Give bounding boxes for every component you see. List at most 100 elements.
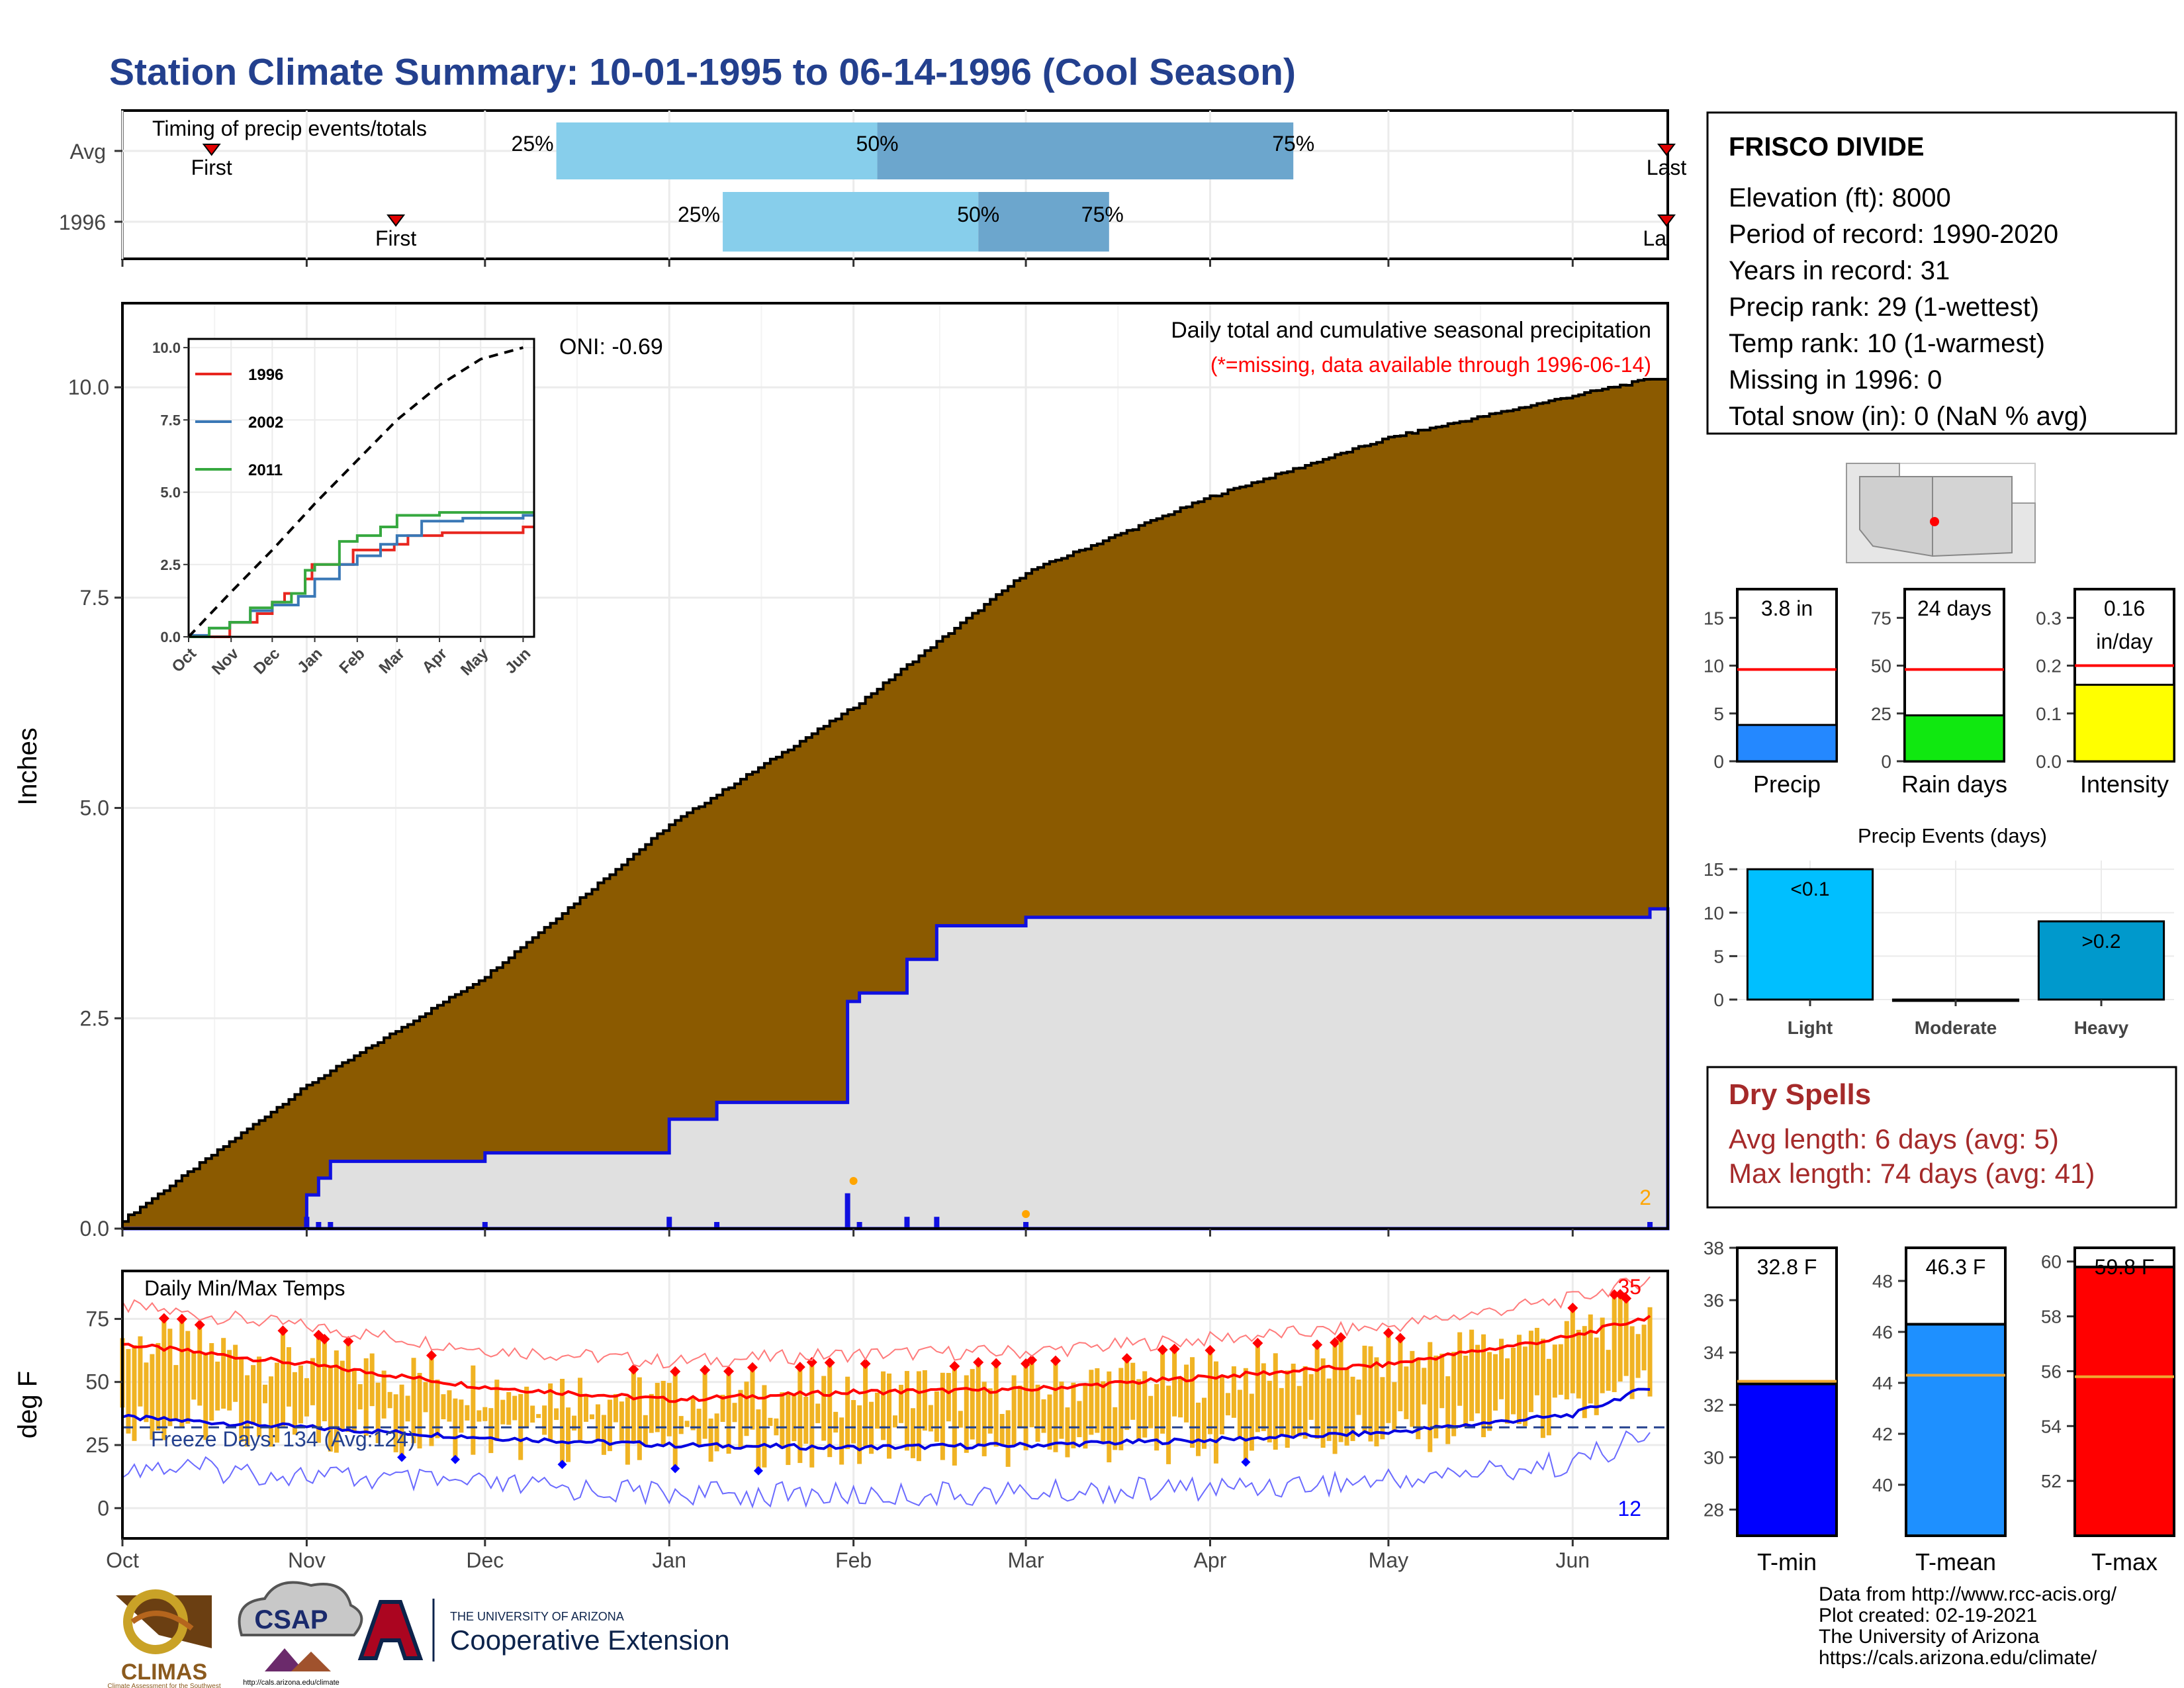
daily-temp-bar [964, 1375, 969, 1453]
temp-bar-y-label: 38 [1704, 1238, 1724, 1258]
record-low-marker [753, 1466, 763, 1476]
daily-temp-bar [1071, 1382, 1076, 1448]
dry-spells-title: Dry Spells [1729, 1078, 1871, 1111]
record-high-marker [860, 1358, 871, 1370]
daily-precip-bar [482, 1222, 488, 1229]
daily-temp-bar [417, 1373, 422, 1449]
daily-temp-bar [1267, 1380, 1272, 1443]
daily-temp-bar [316, 1336, 321, 1443]
temp-bar-name: T-mean [1915, 1548, 1996, 1575]
credit-line: Plot created: 02-19-2021 [1819, 1605, 2037, 1626]
daily-temp-bar [797, 1368, 803, 1464]
mini-bar-value: 0.16 [2104, 596, 2145, 620]
daily-temp-bar [887, 1373, 892, 1459]
record-high-marker [1121, 1353, 1132, 1364]
mini-bar-value: 3.8 in [1761, 596, 1813, 620]
daily-temp-bar [488, 1408, 494, 1454]
daily-temp-bar [239, 1358, 244, 1442]
mini-bar-value: 24 days [1917, 596, 1991, 620]
mini-bar-y-label: 0.0 [2036, 751, 2062, 772]
daily-temp-bar [1422, 1368, 1427, 1405]
heavy-precip-marker [849, 1177, 858, 1185]
inset-y-tick-label: 5.0 [160, 485, 181, 501]
daily-temp-bar [1516, 1335, 1522, 1425]
daily-temp-bar [1374, 1357, 1379, 1446]
daily-temp-bar [1380, 1377, 1385, 1440]
daily-temp-bar [1255, 1344, 1260, 1432]
temp-y-tick-label: 25 [85, 1433, 109, 1457]
freeze-days-label: Freeze Days: 134 (Avg:124) [151, 1427, 416, 1451]
daily-temp-bar [922, 1370, 927, 1431]
daily-temp-bar [263, 1384, 268, 1403]
month-axis-label: Apr [1194, 1548, 1227, 1572]
temp-bar-y-label: 52 [2041, 1471, 2062, 1491]
daily-temp-bar [399, 1384, 404, 1458]
mini-bar-y-label: 0.3 [2036, 608, 2062, 628]
temp-bar-value: 32.8 F [1757, 1255, 1817, 1279]
daily-temp-bar [1552, 1344, 1557, 1398]
daily-temp-bar [1136, 1379, 1142, 1440]
daily-temp-bar [494, 1380, 500, 1441]
daily-temp-bar [601, 1415, 606, 1455]
daily-temp-bar [1475, 1344, 1480, 1414]
daily-temp-bar [1249, 1393, 1254, 1451]
record-high-marker [426, 1350, 437, 1361]
ua-logo: THE UNIVERSITY OF ARIZONA Cooperative Ex… [357, 1599, 730, 1662]
timing-row-label-1996: 1996 [59, 211, 106, 234]
daily-temp-bar [1546, 1358, 1551, 1436]
month-axis-label: Jun [1556, 1548, 1590, 1572]
mini-bar-rain-days [1903, 714, 2005, 763]
daily-temp-bar [328, 1366, 333, 1452]
daily-temp-bar [1148, 1395, 1154, 1429]
timing-bar-q25-q50 [723, 192, 979, 252]
summary-mini-bars: 0 5 10 15 3.8 in Precip 0 25 50 75 24 days Rain day… [1704, 588, 2175, 798]
daily-temp-bar [334, 1350, 339, 1453]
timing-p25-label: 25% [512, 132, 554, 156]
temp-bar-y-label: 32 [1704, 1395, 1724, 1415]
daily-temp-bar [584, 1395, 588, 1422]
heavy-precip-marker [1022, 1210, 1030, 1218]
daily-temp-bar [857, 1405, 862, 1464]
record-high-marker [1330, 1337, 1341, 1348]
timing-p75-label: 75% [1272, 132, 1314, 156]
daily-precip-bar [904, 1217, 910, 1229]
station-location-dot [1930, 517, 1939, 526]
daily-precip-bar [316, 1222, 322, 1229]
record-high-marker [723, 1366, 735, 1377]
daily-temp-bar [298, 1365, 303, 1424]
daily-precip-bar [1023, 1222, 1029, 1229]
dry-max-length: Max length: 74 days (avg: 41) [1729, 1158, 2095, 1189]
temp-bar-t-max [2073, 1266, 2175, 1537]
daily-temp-bar [934, 1391, 939, 1442]
month-axis-label: Nov [288, 1548, 326, 1572]
station-info-line: Missing in 1996: 0 [1729, 365, 1942, 395]
daily-temp-bar [1196, 1402, 1201, 1456]
ua-small-text: THE UNIVERSITY OF ARIZONA [450, 1610, 624, 1623]
daily-temp-bar [1629, 1326, 1635, 1399]
timing-bar-q50-q75 [978, 192, 1109, 252]
daily-temp-bar [1077, 1401, 1082, 1438]
daily-temp-bar [910, 1408, 915, 1458]
daily-temp-bar [221, 1338, 226, 1409]
timing-bar-q50-q75 [877, 122, 1294, 179]
daily-temp-bar [1083, 1385, 1088, 1449]
temp-bar-y-label: 60 [2041, 1252, 2062, 1272]
daily-temp-bar [1344, 1368, 1349, 1446]
precip-y-tick-label: 0.0 [80, 1217, 109, 1241]
first-event-marker [202, 144, 221, 156]
inset-y-tick-label: 7.5 [160, 412, 181, 428]
daily-temp-bar [203, 1354, 208, 1440]
credit-line: Data from http://www.rcc-acis.org/ [1819, 1583, 2117, 1605]
precip-y-tick-label: 5.0 [80, 796, 109, 820]
month-axis-label: Mar [1008, 1548, 1044, 1572]
record-high-marker [700, 1364, 711, 1376]
daily-temp-bar [1635, 1334, 1641, 1378]
daily-temp-bar [1451, 1352, 1457, 1436]
daily-temp-bar [589, 1414, 594, 1419]
daily-temp-bar [981, 1382, 987, 1456]
first-event-label: First [375, 226, 416, 250]
inset-legend-label: 2002 [248, 414, 283, 432]
daily-temp-bar [322, 1340, 327, 1422]
daily-temp-bar [631, 1370, 636, 1443]
